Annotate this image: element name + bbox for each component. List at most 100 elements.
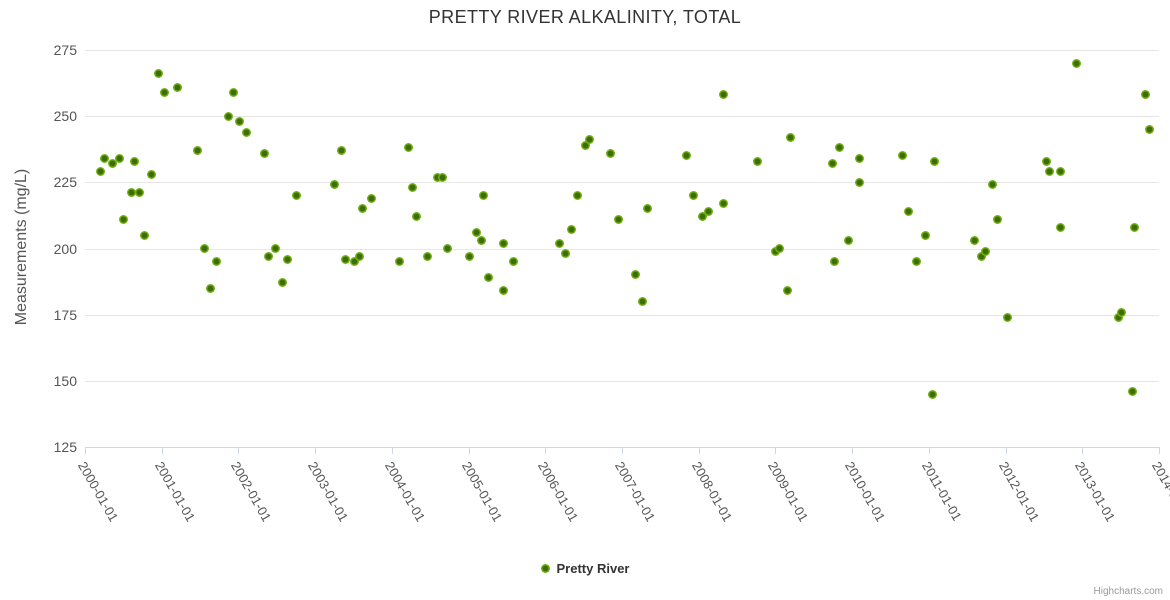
data-point[interactable]	[1144, 124, 1154, 134]
data-point[interactable]	[263, 251, 273, 261]
data-point[interactable]	[854, 177, 864, 187]
data-point[interactable]	[100, 154, 110, 163]
data-point[interactable]	[140, 230, 150, 240]
data-point[interactable]	[631, 270, 641, 280]
data-point[interactable]	[783, 286, 793, 296]
data-point[interactable]	[829, 257, 839, 267]
data-point[interactable]	[355, 251, 365, 261]
data-point[interactable]	[688, 191, 698, 201]
data-point[interactable]	[561, 249, 571, 259]
data-point[interactable]	[912, 257, 922, 267]
data-point[interactable]	[108, 159, 118, 169]
data-point[interactable]	[349, 257, 359, 267]
data-point[interactable]	[992, 214, 1002, 224]
data-point[interactable]	[411, 212, 421, 222]
data-point[interactable]	[154, 69, 164, 79]
data-point[interactable]	[977, 251, 987, 261]
data-point[interactable]	[292, 191, 302, 201]
data-point[interactable]	[566, 225, 576, 235]
data-point[interactable]	[981, 246, 991, 256]
data-point[interactable]	[478, 191, 488, 201]
data-point[interactable]	[223, 111, 233, 121]
data-point[interactable]	[1055, 222, 1065, 232]
data-point[interactable]	[134, 188, 144, 198]
legend-item-pretty-river[interactable]: Pretty River	[540, 561, 629, 576]
data-point[interactable]	[358, 204, 368, 214]
data-point[interactable]	[329, 180, 339, 190]
data-point[interactable]	[477, 236, 487, 246]
data-point[interactable]	[228, 87, 238, 97]
data-point[interactable]	[442, 244, 452, 253]
data-point[interactable]	[206, 283, 216, 293]
data-point[interactable]	[235, 116, 245, 126]
data-point[interactable]	[147, 169, 157, 179]
data-point[interactable]	[585, 135, 595, 145]
data-point[interactable]	[1141, 90, 1151, 100]
data-point[interactable]	[509, 257, 519, 267]
data-point[interactable]	[774, 244, 784, 253]
data-point[interactable]	[573, 191, 582, 201]
data-point[interactable]	[192, 146, 202, 156]
data-point[interactable]	[471, 228, 481, 238]
data-point[interactable]	[433, 172, 443, 182]
data-point[interactable]	[270, 244, 280, 253]
data-point[interactable]	[464, 251, 474, 261]
data-point[interactable]	[642, 204, 652, 214]
data-point[interactable]	[173, 82, 183, 92]
data-point[interactable]	[605, 148, 615, 158]
data-point[interactable]	[827, 159, 837, 169]
data-point[interactable]	[212, 257, 222, 267]
data-point[interactable]	[341, 254, 351, 264]
data-point[interactable]	[1041, 156, 1051, 166]
data-point[interactable]	[1072, 58, 1082, 68]
data-point[interactable]	[898, 151, 908, 161]
data-point[interactable]	[718, 90, 728, 100]
data-point[interactable]	[786, 132, 796, 142]
data-point[interactable]	[1113, 312, 1123, 322]
data-point[interactable]	[283, 254, 293, 264]
data-point[interactable]	[698, 212, 708, 222]
data-point[interactable]	[920, 230, 930, 240]
data-point[interactable]	[484, 273, 494, 283]
data-point[interactable]	[200, 244, 210, 253]
data-point[interactable]	[498, 286, 508, 296]
data-point[interactable]	[129, 156, 139, 166]
data-point[interactable]	[843, 236, 853, 246]
data-point[interactable]	[126, 188, 136, 198]
data-point[interactable]	[1128, 386, 1138, 396]
data-point[interactable]	[704, 206, 714, 216]
data-point[interactable]	[159, 87, 169, 97]
data-point[interactable]	[613, 214, 623, 224]
data-point[interactable]	[1044, 167, 1054, 177]
data-point[interactable]	[970, 236, 980, 246]
data-point[interactable]	[395, 257, 405, 267]
data-point[interactable]	[554, 238, 564, 248]
data-point[interactable]	[241, 127, 251, 137]
data-point[interactable]	[277, 278, 287, 288]
data-point[interactable]	[855, 154, 865, 163]
data-point[interactable]	[408, 183, 418, 193]
credits-link[interactable]: Highcharts.com	[1093, 586, 1163, 597]
data-point[interactable]	[366, 193, 376, 203]
data-point[interactable]	[423, 251, 433, 261]
data-point[interactable]	[752, 156, 762, 166]
data-point[interactable]	[1056, 167, 1066, 177]
data-point[interactable]	[118, 214, 128, 224]
data-point[interactable]	[904, 206, 914, 216]
data-point[interactable]	[404, 143, 414, 153]
data-point[interactable]	[1129, 222, 1139, 232]
data-point[interactable]	[336, 146, 346, 156]
data-point[interactable]	[95, 167, 105, 177]
data-point[interactable]	[260, 148, 269, 158]
data-point[interactable]	[1116, 307, 1126, 317]
data-point[interactable]	[834, 143, 844, 153]
data-point[interactable]	[928, 389, 938, 399]
data-point[interactable]	[638, 296, 648, 306]
data-point[interactable]	[988, 180, 998, 190]
data-point[interactable]	[929, 156, 939, 166]
data-point[interactable]	[498, 238, 508, 248]
data-point[interactable]	[681, 151, 691, 161]
data-point[interactable]	[1002, 312, 1012, 322]
data-point[interactable]	[580, 140, 590, 150]
data-point[interactable]	[115, 154, 125, 163]
